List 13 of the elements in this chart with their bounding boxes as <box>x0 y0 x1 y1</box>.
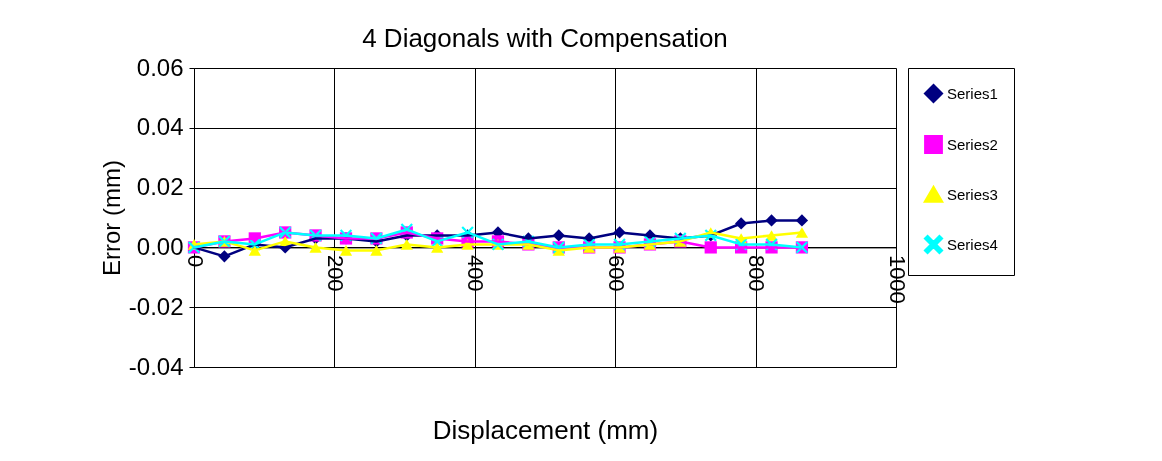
y-tick-label: -0.02 <box>128 292 184 320</box>
legend-label: Series4 <box>947 235 998 253</box>
y-tick-label: 0.00 <box>136 232 184 260</box>
legend-label: Series3 <box>947 185 998 203</box>
y-tick-label: 0.02 <box>136 173 184 201</box>
legend-label: Series2 <box>947 135 998 153</box>
x-axis-title: Displacement (mm) <box>432 414 659 445</box>
y-tick-label: 0.06 <box>136 53 184 81</box>
y-tick-label: -0.04 <box>128 352 184 380</box>
chart-title: 4 Diagonals with Compensation <box>362 23 728 53</box>
y-tick-label: 0.04 <box>136 113 184 141</box>
legend-label: Series1 <box>947 84 998 102</box>
y-axis-title: Error (mm) <box>97 160 125 276</box>
